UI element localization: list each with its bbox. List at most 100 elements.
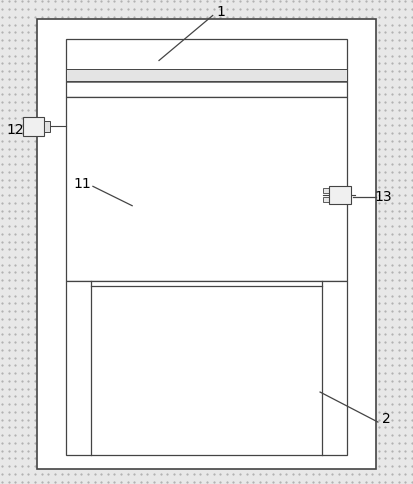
Point [85, 36, 91, 44]
Point [316, 75, 323, 83]
Point [356, 238, 362, 245]
Point [98, 114, 104, 121]
Point [336, 377, 342, 385]
Point [356, 431, 362, 439]
Point [382, 29, 389, 36]
Point [171, 199, 177, 207]
Point [78, 199, 85, 207]
Point [329, 292, 336, 300]
Point [256, 315, 263, 323]
Point [349, 323, 356, 331]
Point [151, 470, 157, 478]
Point [157, 0, 164, 5]
Point [151, 160, 157, 168]
Point [336, 447, 342, 454]
Point [124, 44, 131, 52]
Point [382, 176, 389, 183]
Point [0, 0, 5, 5]
Point [309, 470, 316, 478]
Point [283, 346, 290, 354]
Point [329, 331, 336, 338]
Point [131, 307, 138, 315]
Point [98, 0, 104, 5]
Point [118, 245, 124, 253]
Point [0, 369, 5, 377]
Point [316, 168, 323, 176]
Point [104, 44, 111, 52]
Point [382, 129, 389, 137]
Point [177, 176, 184, 183]
Point [25, 400, 32, 408]
Point [144, 454, 151, 462]
Point [0, 462, 5, 470]
Point [230, 160, 237, 168]
Point [85, 238, 91, 245]
Point [131, 454, 138, 462]
Point [210, 67, 217, 75]
Point [349, 424, 356, 431]
Point [382, 191, 389, 199]
Point [408, 393, 413, 400]
Point [85, 393, 91, 400]
Point [177, 52, 184, 60]
Point [276, 292, 283, 300]
Point [25, 75, 32, 83]
Point [19, 323, 25, 331]
Point [230, 400, 237, 408]
Point [98, 400, 104, 408]
Point [369, 261, 375, 269]
Point [204, 160, 210, 168]
Point [138, 222, 144, 230]
Point [177, 60, 184, 67]
Point [250, 369, 256, 377]
Point [270, 60, 276, 67]
Point [336, 462, 342, 470]
Point [144, 284, 151, 292]
Point [336, 137, 342, 145]
Point [171, 67, 177, 75]
Point [0, 261, 5, 269]
Point [356, 284, 362, 292]
Point [190, 0, 197, 5]
Point [71, 5, 78, 13]
Point [276, 470, 283, 478]
Point [375, 261, 382, 269]
Point [256, 0, 263, 5]
Point [223, 29, 230, 36]
Point [323, 137, 329, 145]
Point [375, 393, 382, 400]
Point [5, 269, 12, 276]
Point [12, 385, 19, 393]
Point [329, 269, 336, 276]
Point [78, 98, 85, 106]
Point [65, 152, 71, 160]
Point [263, 238, 270, 245]
Point [85, 21, 91, 29]
Point [58, 207, 65, 214]
Point [303, 29, 309, 36]
Point [296, 67, 303, 75]
Point [217, 431, 223, 439]
Point [395, 300, 402, 307]
Point [217, 21, 223, 29]
Point [223, 478, 230, 484]
Point [276, 439, 283, 447]
Point [336, 276, 342, 284]
Point [237, 385, 243, 393]
Point [323, 114, 329, 121]
Point [382, 292, 389, 300]
Point [296, 354, 303, 362]
Point [157, 238, 164, 245]
Point [65, 67, 71, 75]
Point [237, 52, 243, 60]
Point [263, 114, 270, 121]
Point [197, 121, 204, 129]
Point [408, 191, 413, 199]
Point [402, 369, 408, 377]
Point [356, 183, 362, 191]
Point [230, 137, 237, 145]
Point [323, 60, 329, 67]
Point [71, 276, 78, 284]
Point [71, 269, 78, 276]
Point [375, 199, 382, 207]
